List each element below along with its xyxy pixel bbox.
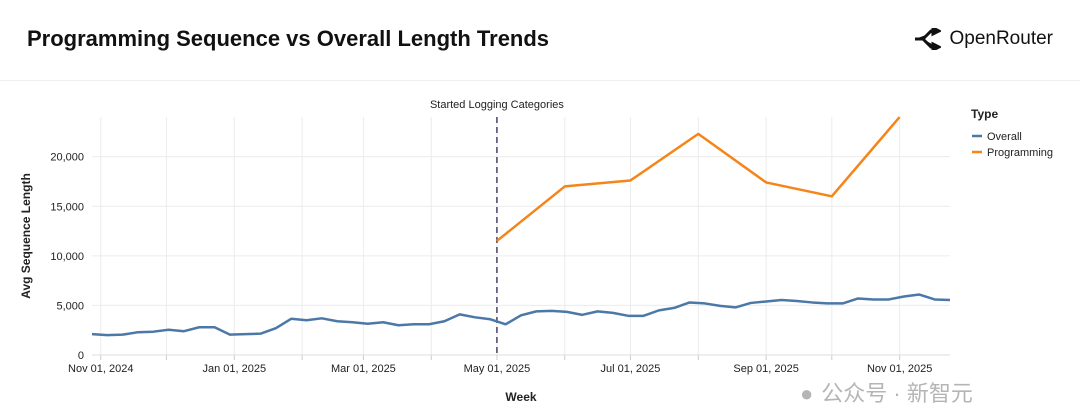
x-axis-title: Week	[505, 390, 536, 404]
x-tick-label: Sep 01, 2025	[733, 363, 798, 375]
annotation-label: Started Logging Categories	[430, 99, 564, 111]
y-tick-label: 20,000	[50, 152, 84, 164]
openrouter-logo-icon	[915, 28, 942, 50]
y-tick-label: 0	[78, 350, 84, 362]
y-axis-title: Avg Sequence Length	[19, 173, 33, 299]
header-divider	[0, 80, 1080, 81]
legend-label: Overall	[987, 131, 1022, 143]
x-tick-label: Jan 01, 2025	[202, 363, 266, 375]
y-tick-label: 15,000	[50, 201, 84, 213]
x-tick-label: Mar 01, 2025	[331, 363, 396, 375]
legend-label: Programming	[987, 147, 1053, 159]
x-tick-label: May 01, 2025	[464, 363, 531, 375]
x-tick-label: Nov 01, 2024	[68, 363, 133, 375]
series-line-programming	[496, 116, 901, 242]
wechat-icon: ●	[800, 381, 814, 406]
y-tick-label: 10,000	[50, 251, 84, 263]
watermark: ● 公众号 · 新智元	[800, 381, 973, 407]
x-tick-label: Jul 01, 2025	[600, 363, 660, 375]
brand-name: OpenRouter	[949, 28, 1053, 49]
y-tick-label: 5,000	[56, 300, 84, 312]
series-line-overall	[91, 293, 951, 337]
page-title: Programming Sequence vs Overall Length T…	[27, 26, 550, 51]
x-tick-label: Nov 01, 2025	[867, 363, 932, 375]
legend-title: Type	[971, 107, 998, 121]
watermark-text: 公众号 · 新智元	[821, 381, 973, 406]
brand-logo[interactable]: OpenRouter	[913, 28, 1053, 50]
